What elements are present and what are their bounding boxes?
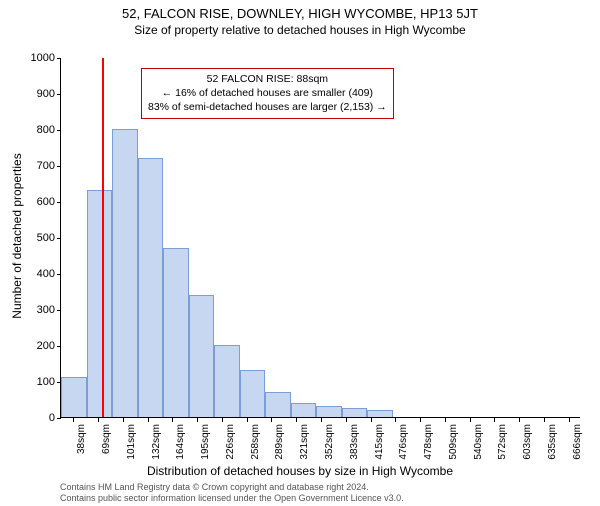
- x-tick-label: 635sqm: [547, 424, 558, 460]
- x-tick-label: 289sqm: [274, 424, 285, 460]
- bar: [87, 190, 113, 417]
- annotation-box: 52 FALCON RISE: 88sqm ← 16% of detached …: [141, 68, 394, 119]
- x-tick-label: 195sqm: [200, 424, 211, 460]
- y-tick-label: 400: [23, 268, 55, 280]
- x-tick-label: 258sqm: [250, 424, 261, 460]
- annotation-line2: ← 16% of detached houses are smaller (40…: [148, 86, 387, 100]
- x-tick-mark: [346, 418, 347, 422]
- y-tick-mark: [57, 202, 61, 203]
- x-tick-label: 38sqm: [76, 424, 87, 454]
- x-tick-label: 415sqm: [374, 424, 385, 460]
- x-tick-label: 509sqm: [448, 424, 459, 460]
- x-tick-label: 352sqm: [324, 424, 335, 460]
- x-tick-mark: [420, 418, 421, 422]
- x-tick-mark: [73, 418, 74, 422]
- x-tick-mark: [148, 418, 149, 422]
- bar: [265, 392, 291, 417]
- y-tick-mark: [57, 130, 61, 131]
- marker-line: [102, 58, 104, 417]
- y-tick-label: 100: [23, 376, 55, 388]
- bar: [163, 248, 189, 417]
- x-tick-mark: [445, 418, 446, 422]
- x-tick-mark: [172, 418, 173, 422]
- chart-subtitle: Size of property relative to detached ho…: [0, 23, 600, 37]
- x-tick-label: 226sqm: [225, 424, 236, 460]
- y-tick-label: 0: [23, 412, 55, 424]
- x-tick-mark: [321, 418, 322, 422]
- footer-line1: Contains HM Land Registry data © Crown c…: [60, 482, 404, 493]
- y-tick-mark: [57, 94, 61, 95]
- y-tick-mark: [57, 418, 61, 419]
- x-tick-label: 132sqm: [151, 424, 162, 460]
- x-tick-label: 321sqm: [299, 424, 310, 460]
- x-tick-mark: [544, 418, 545, 422]
- x-tick-label: 540sqm: [473, 424, 484, 460]
- x-tick-mark: [296, 418, 297, 422]
- x-tick-mark: [395, 418, 396, 422]
- bar: [342, 408, 368, 417]
- x-tick-label: 478sqm: [423, 424, 434, 460]
- annotation-line1: 52 FALCON RISE: 88sqm: [148, 72, 387, 86]
- x-tick-mark: [271, 418, 272, 422]
- x-tick-label: 69sqm: [101, 424, 112, 454]
- bar: [316, 406, 342, 417]
- footer-line2: Contains public sector information licen…: [60, 493, 404, 504]
- y-tick-label: 200: [23, 340, 55, 352]
- x-tick-label: 476sqm: [398, 424, 409, 460]
- x-tick-mark: [494, 418, 495, 422]
- bar: [112, 129, 138, 417]
- y-tick-mark: [57, 310, 61, 311]
- y-tick-mark: [57, 274, 61, 275]
- y-tick-label: 500: [23, 232, 55, 244]
- x-tick-label: 101sqm: [126, 424, 137, 460]
- chart-container: 52, FALCON RISE, DOWNLEY, HIGH WYCOMBE, …: [0, 6, 600, 506]
- bar: [291, 403, 317, 417]
- chart-title: 52, FALCON RISE, DOWNLEY, HIGH WYCOMBE, …: [0, 6, 600, 21]
- x-tick-mark: [197, 418, 198, 422]
- y-tick-label: 900: [23, 88, 55, 100]
- y-tick-mark: [57, 58, 61, 59]
- x-tick-mark: [519, 418, 520, 422]
- x-tick-mark: [371, 418, 372, 422]
- y-tick-mark: [57, 382, 61, 383]
- y-tick-mark: [57, 346, 61, 347]
- y-tick-label: 800: [23, 124, 55, 136]
- x-tick-mark: [98, 418, 99, 422]
- plot-region: 01002003004005006007008009001000 38sqm69…: [60, 58, 580, 418]
- x-tick-mark: [123, 418, 124, 422]
- x-tick-mark: [470, 418, 471, 422]
- bar: [138, 158, 164, 417]
- x-tick-label: 164sqm: [175, 424, 186, 460]
- bar: [367, 410, 393, 417]
- y-tick-mark: [57, 166, 61, 167]
- bar: [240, 370, 266, 417]
- y-tick-label: 1000: [23, 52, 55, 64]
- x-tick-mark: [569, 418, 570, 422]
- x-tick-mark: [247, 418, 248, 422]
- y-tick-mark: [57, 238, 61, 239]
- y-tick-label: 300: [23, 304, 55, 316]
- x-tick-label: 572sqm: [497, 424, 508, 460]
- bar: [214, 345, 240, 417]
- x-tick-label: 603sqm: [522, 424, 533, 460]
- x-tick-label: 383sqm: [349, 424, 360, 460]
- x-tick-label: 666sqm: [572, 424, 583, 460]
- x-tick-mark: [222, 418, 223, 422]
- y-tick-label: 600: [23, 196, 55, 208]
- y-tick-label: 700: [23, 160, 55, 172]
- footer-text: Contains HM Land Registry data © Crown c…: [60, 482, 404, 504]
- bar: [61, 377, 87, 417]
- bar: [189, 295, 215, 417]
- chart-area: 01002003004005006007008009001000 38sqm69…: [60, 58, 580, 418]
- x-axis-label: Distribution of detached houses by size …: [0, 464, 600, 478]
- y-axis-label: Number of detached properties: [10, 153, 24, 318]
- annotation-line3: 83% of semi-detached houses are larger (…: [148, 100, 387, 114]
